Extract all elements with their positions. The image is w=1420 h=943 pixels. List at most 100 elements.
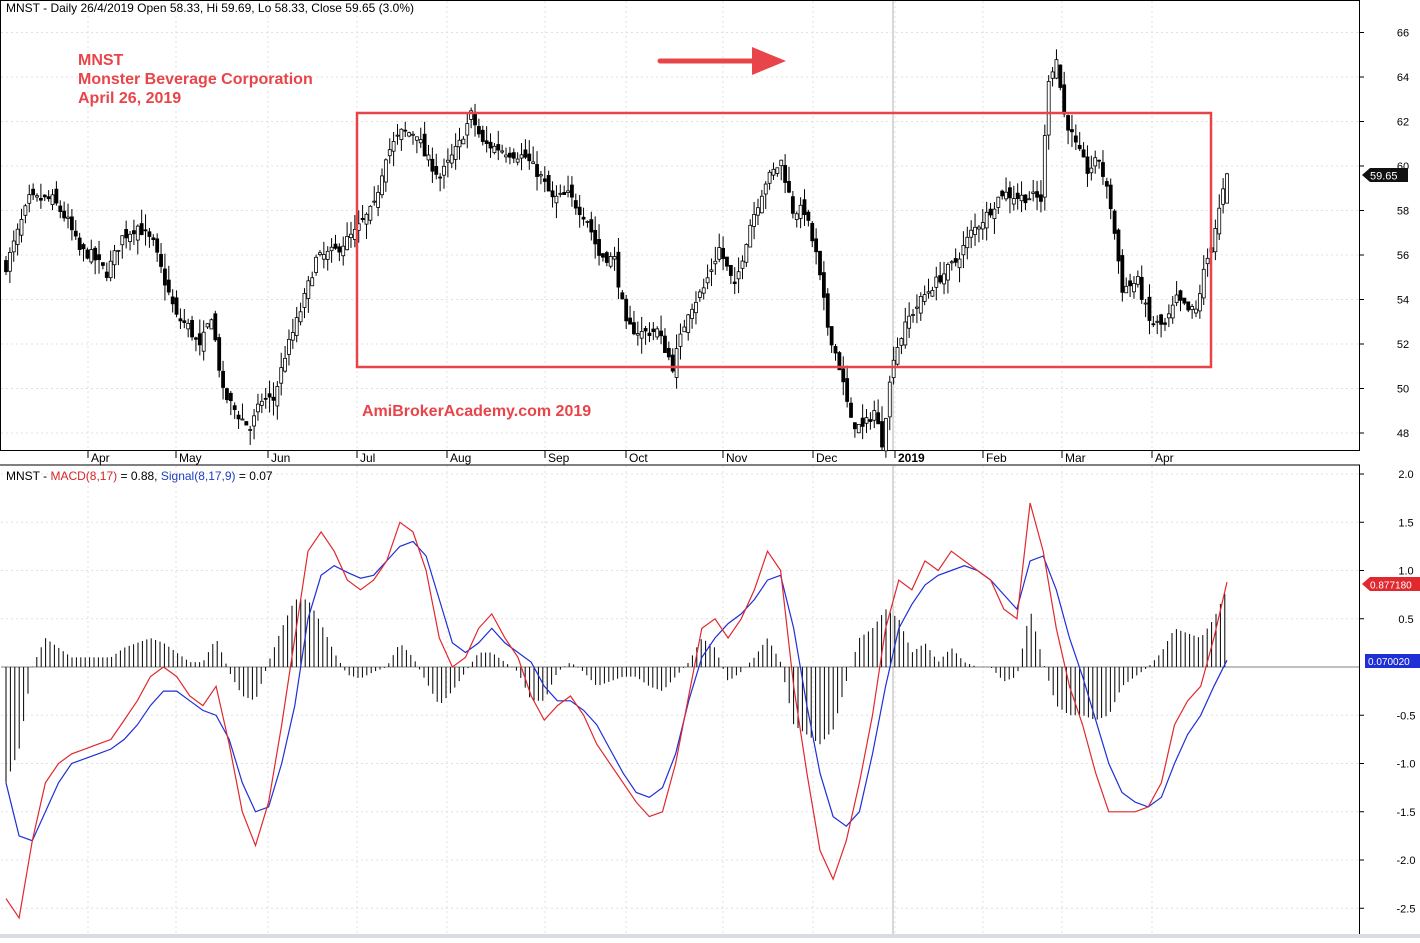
price-y-tick-label: 50 (1397, 384, 1409, 396)
candle-body (325, 250, 330, 260)
candle-body (918, 296, 923, 314)
candle-body (201, 331, 206, 352)
candle-body (632, 322, 636, 335)
macd-y-tick-label: 2.0 (1398, 469, 1413, 481)
candle-body (1120, 255, 1125, 293)
x-axis-ticks: Apr May Jun Jul Aug Sep Oct Nov Dec 2019 Feb Mar Apr (87, 450, 1174, 465)
candle-body (1008, 187, 1012, 199)
macd-histogram (1, 593, 1359, 783)
candle-body (802, 199, 807, 216)
candle-body (709, 269, 714, 272)
candle-body (748, 224, 753, 248)
candle-body (558, 192, 563, 195)
candle-body (147, 231, 152, 237)
candle-body (1178, 290, 1183, 301)
candle-body (1201, 268, 1206, 299)
candle-body (108, 260, 113, 279)
candle-body (46, 196, 51, 200)
macd-header-macd-label: MACD(8,17) (50, 469, 118, 483)
candle-body (818, 250, 822, 276)
price-y-tick-label: 64 (1397, 72, 1409, 84)
price-y-tick-label: 48 (1397, 428, 1409, 440)
x-tick-label: Oct (629, 451, 648, 465)
candle-body (298, 311, 303, 323)
candle-body (1023, 194, 1028, 204)
candle-body (969, 229, 974, 238)
candle-body (492, 145, 497, 153)
x-tick-label: May (179, 451, 202, 465)
candle-body (89, 249, 94, 263)
candle-body (872, 410, 877, 421)
candle-body (290, 332, 295, 341)
bottom-scrollbar-strip[interactable] (0, 934, 1420, 938)
candle-body (337, 246, 342, 253)
candle-body (476, 126, 481, 135)
x-tick-label: Dec (816, 451, 837, 465)
candle-body (1081, 149, 1086, 158)
signal-value-tag: 0.070020 (1365, 654, 1420, 668)
candle-body (256, 403, 260, 413)
candle-body (85, 249, 90, 259)
candle-body (1058, 64, 1063, 88)
candle-body (953, 258, 958, 263)
candle-body (159, 253, 163, 267)
candle-body (310, 277, 315, 287)
candle-body (35, 195, 39, 198)
candle-body (1225, 173, 1229, 204)
candle-body (697, 291, 702, 298)
candle-body (345, 235, 350, 251)
candle-body (891, 359, 896, 379)
candle-body (1217, 207, 1222, 235)
macd-y-tick-label: 0.5 (1398, 614, 1413, 626)
candle-body (66, 216, 70, 219)
candle-body (205, 323, 210, 328)
candle-body (1066, 115, 1070, 131)
candle-body (259, 400, 264, 406)
candle-body (531, 161, 536, 164)
candle-body (628, 317, 632, 325)
candle-body (11, 240, 16, 253)
candle-body (1031, 191, 1036, 194)
candle-body (1015, 192, 1020, 199)
candle-body (1128, 280, 1132, 287)
candle-body (686, 314, 691, 333)
candle-body (209, 319, 214, 330)
candle-body (922, 294, 927, 302)
candle-body (248, 429, 253, 431)
price-y-tick-label: 58 (1397, 206, 1409, 218)
candle-body (1035, 191, 1039, 198)
candle-body (581, 216, 586, 220)
candle-body (725, 256, 729, 267)
candle-body (438, 176, 443, 179)
candle-body (1124, 285, 1129, 294)
candle-body (515, 158, 520, 163)
candle-body (73, 230, 78, 237)
candle-body (670, 354, 675, 372)
candle-body (383, 159, 388, 183)
candle-body (562, 192, 567, 195)
candle-body (814, 238, 819, 253)
macd-header-macd-value: = 0.88, (117, 469, 161, 483)
candle-body (763, 183, 768, 195)
candle-body (120, 235, 125, 246)
candle-body (50, 194, 55, 206)
candle-body (360, 217, 365, 220)
candle-body (736, 271, 741, 280)
macd-y-tick-label: -0.5 (1397, 710, 1416, 722)
candle-body (306, 280, 311, 299)
candle-body (678, 333, 683, 347)
candle-body (604, 252, 609, 263)
candle-body (453, 145, 458, 160)
candle-body (399, 128, 404, 140)
candle-body (938, 275, 943, 283)
candle-body (414, 136, 419, 141)
candle-body (1197, 293, 1202, 312)
candle-body (372, 200, 377, 203)
candle-body (806, 211, 811, 221)
candle-body (97, 254, 101, 261)
macd-header-prefix: MNST - (6, 469, 51, 483)
candle-body (570, 184, 574, 198)
candle-body (666, 347, 671, 358)
candle-body (484, 140, 489, 144)
price-y-tick-label: 54 (1397, 295, 1409, 307)
